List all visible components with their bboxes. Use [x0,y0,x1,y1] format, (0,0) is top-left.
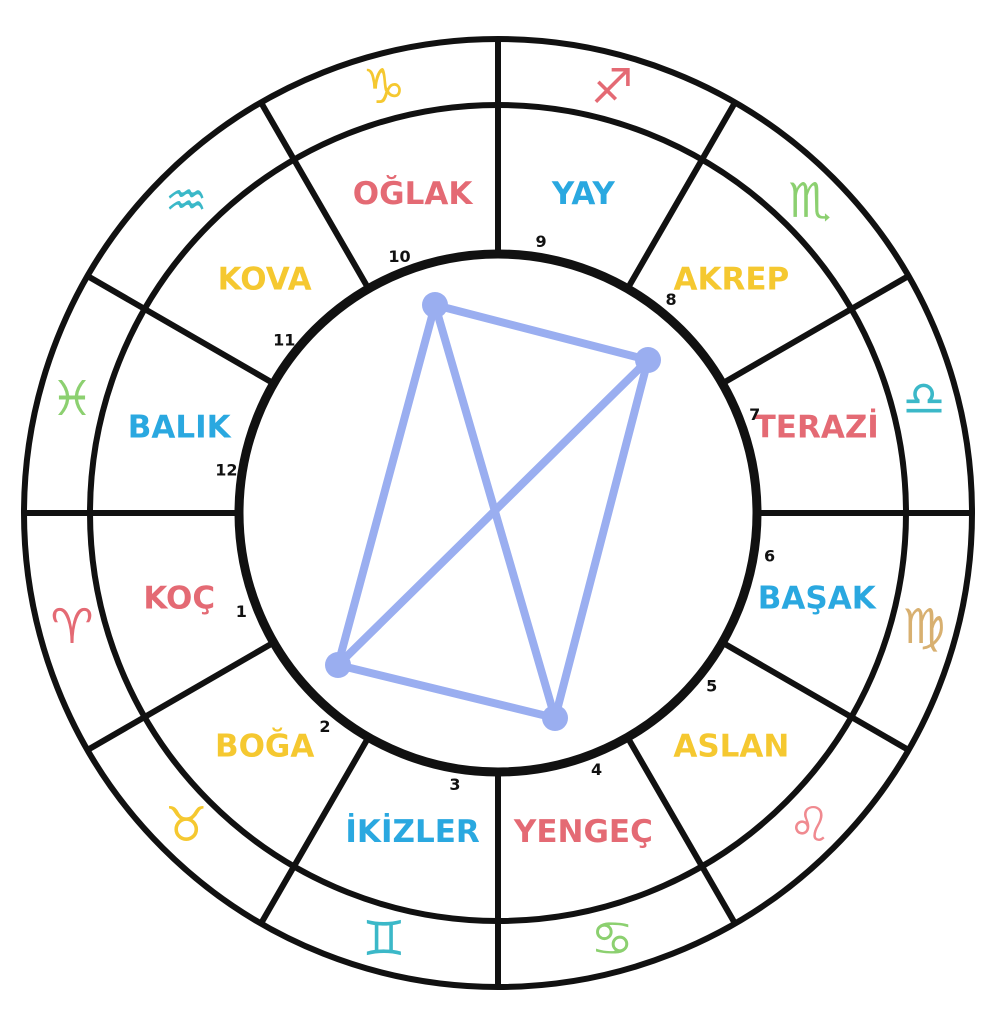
sign-name-label: AKREP [673,262,789,298]
aspect-line-1 [435,305,648,360]
sign-name-label: BOĞA [215,727,314,764]
aspect-pattern [325,292,661,731]
house-number-label: 2 [319,717,330,736]
zodiac-glyph-icon: ♉ [165,797,208,853]
sign-name-label: KOÇ [143,580,215,616]
sign-name-label: OĞLAK [353,175,474,212]
house-number-label: 8 [665,290,676,309]
house-number-label: 1 [236,602,247,621]
house-number-label: 11 [273,330,295,349]
zodiac-glyph-icon: ♍ [902,599,945,655]
aspect-line-2 [555,360,648,718]
sign-name-label: TERAZİ [755,410,879,446]
aspect-line-6 [338,360,648,665]
house-number-label: 6 [764,547,775,566]
aspect-point-2 [635,347,661,373]
aspect-line-4 [338,305,435,665]
zodiac-glyph-icon: ♈ [51,599,94,655]
house-number-label: 10 [388,247,410,266]
aspect-point-3 [542,705,568,731]
sign-name-label: İKİZLER [345,814,479,850]
zodiac-glyph-icon: ♑ [362,59,405,115]
zodiac-glyph-icon: ♓ [51,371,94,427]
zodiac-glyph-icon: ♊ [362,911,405,967]
house-number-label: 12 [215,460,237,479]
sign-name-label: YAY [551,176,616,212]
sign-name-label: ASLAN [673,728,789,764]
house-number-label: 5 [706,677,717,696]
house-number-label: 4 [591,760,602,779]
zodiac-glyph-icon: ♏ [788,173,831,229]
aspect-point-4 [325,652,351,678]
house-number-label: 7 [749,405,760,424]
aspect-line-3 [338,665,555,718]
sign-name-label: BAŞAK [758,580,877,616]
sign-name-label: BALIK [128,410,232,446]
zodiac-glyph-icon: ♌ [788,797,831,853]
aspect-point-1 [422,292,448,318]
house-number-label: 3 [449,775,460,794]
sign-name-label: YENGEÇ [513,814,653,850]
zodiac-glyph-icon: ♋ [591,911,634,967]
zodiac-glyph-icon: ♐ [591,59,634,115]
zodiac-glyph-icon: ♎ [902,371,945,427]
sign-name-label: KOVA [218,262,312,298]
zodiac-glyph-icon: ♒ [165,173,208,229]
house-number-label: 9 [535,232,546,251]
